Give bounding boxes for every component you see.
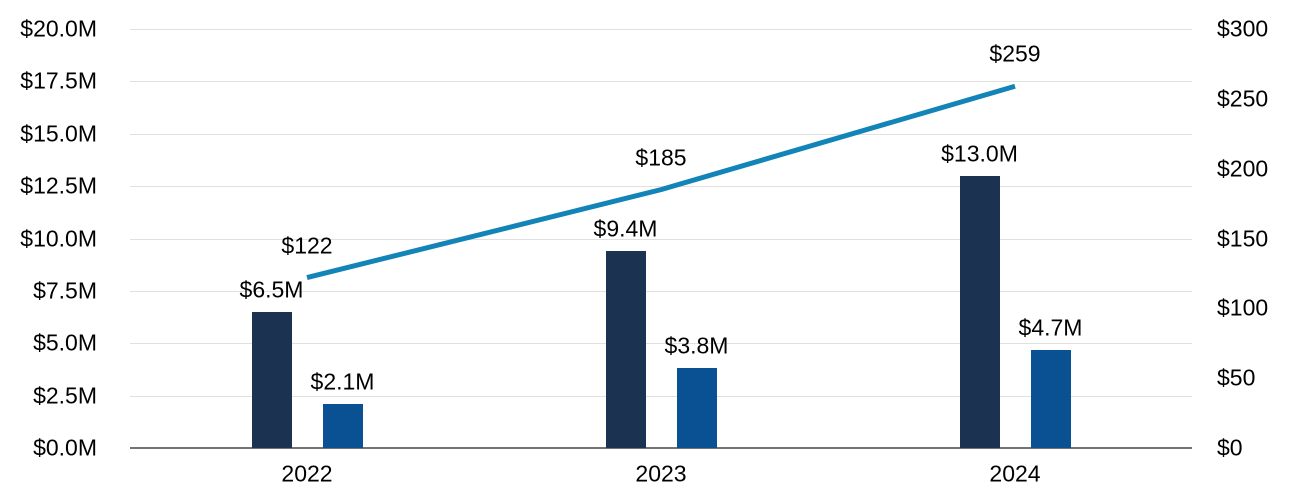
right-axis-tick-label: $300 [1217, 15, 1269, 42]
dark-navy-bar-series-bar [251, 311, 292, 448]
gridline [130, 395, 1192, 397]
gridline [130, 343, 1192, 345]
dark-navy-bar-series-bar [605, 251, 646, 448]
teal-line-series-data-label: $259 [989, 40, 1041, 67]
blue-bar-series-data-label: $2.1M [310, 368, 375, 395]
blue-bar-series-bar [1030, 349, 1071, 448]
left-axis-tick-label: $0.0M [33, 434, 97, 461]
x-axis-category-label: 2023 [635, 460, 687, 487]
teal-line-series-polyline [306, 83, 1016, 281]
left-axis-tick-label: $7.5M [33, 277, 97, 304]
right-axis-tick-label: $200 [1217, 155, 1269, 182]
dark-navy-bar-series-data-label: $9.4M [593, 215, 658, 242]
gridline [130, 29, 1192, 30]
right-axis-tick-label: $250 [1217, 85, 1269, 112]
gridline [130, 186, 1192, 188]
dark-navy-bar-series-bar [959, 175, 1000, 448]
blue-bar-series-bar [322, 404, 363, 448]
left-axis-tick-label: $20.0M [20, 15, 97, 42]
left-axis-tick-label: $10.0M [20, 225, 97, 251]
dark-navy-bar-series-data-label: $13.0M [941, 140, 1018, 167]
blue-bar-series-data-label: $3.8M [664, 332, 729, 359]
gridline [130, 290, 1192, 292]
dark-navy-bar-series-data-label: $6.5M [239, 276, 304, 303]
left-axis-tick-label: $2.5M [33, 382, 97, 409]
x-axis-category-label: 2022 [281, 460, 333, 487]
teal-line-series-data-label: $122 [281, 232, 333, 259]
blue-bar-series-bar [676, 368, 717, 448]
blue-bar-series-data-label: $4.7M [1018, 314, 1083, 341]
teal-line-series-data-label: $185 [635, 144, 687, 171]
left-axis-tick-label: $5.0M [33, 329, 97, 356]
right-axis-tick-label: $0 [1217, 434, 1243, 461]
gridline [130, 81, 1192, 83]
x-axis-category-label: 2024 [989, 460, 1041, 487]
left-axis-tick-label: $15.0M [20, 120, 97, 147]
x-axis-line [130, 447, 1192, 449]
gridline [130, 133, 1192, 135]
left-axis-tick-label: $12.5M [20, 172, 97, 199]
right-axis-tick-label: $100 [1217, 294, 1269, 321]
left-axis-tick-label: $17.5M [20, 67, 97, 94]
right-axis-tick-label: $150 [1217, 225, 1269, 251]
right-axis-tick-label: $50 [1217, 364, 1256, 391]
